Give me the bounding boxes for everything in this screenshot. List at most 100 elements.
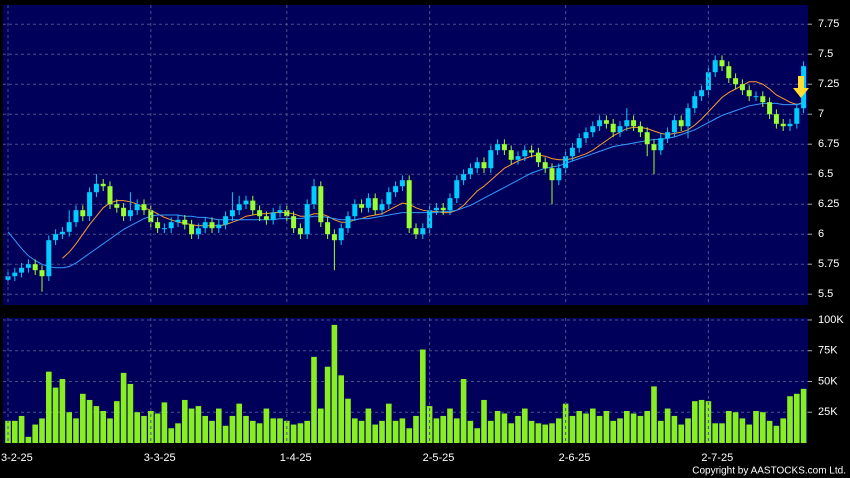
- candle-body: [12, 272, 18, 277]
- volume-bar: [5, 420, 11, 443]
- volume-bar: [522, 408, 528, 443]
- candle-body: [603, 120, 609, 124]
- candle-body: [556, 168, 562, 181]
- volume-bar: [454, 418, 460, 443]
- candle-body: [202, 222, 208, 229]
- candle-body: [760, 96, 766, 103]
- volume-bar: [732, 412, 739, 443]
- volume-bar: [324, 366, 331, 443]
- candle-body: [284, 210, 290, 217]
- volume-bar: [773, 425, 780, 443]
- candle-body: [393, 186, 399, 193]
- volume-bar: [399, 418, 406, 443]
- candle-body: [311, 186, 317, 205]
- candle-body: [73, 210, 79, 223]
- volume-bar: [18, 415, 25, 443]
- candle-body: [263, 216, 269, 220]
- candle-body: [420, 228, 426, 235]
- volume-bar: [583, 413, 589, 443]
- volume-bar: [277, 418, 283, 443]
- volume-bar: [182, 399, 188, 443]
- volume-bar: [372, 424, 378, 443]
- y-tick-label: 6.5: [818, 168, 833, 180]
- volume-bar: [134, 412, 140, 443]
- candle-body: [406, 180, 412, 229]
- candle-body: [440, 207, 446, 211]
- candle-body: [651, 144, 657, 151]
- volume-bar: [678, 424, 684, 443]
- volume-bar: [800, 388, 807, 443]
- candle-body: [787, 123, 793, 127]
- candle-body: [59, 231, 65, 235]
- volume-bar: [304, 420, 310, 443]
- candle-body: [127, 210, 133, 217]
- volume-bar: [610, 420, 616, 443]
- candle-body: [454, 180, 460, 199]
- volume-bar: [209, 420, 215, 443]
- candle-body: [583, 132, 589, 139]
- candle-body: [549, 168, 555, 181]
- volume-bar: [760, 412, 766, 443]
- volume-bar: [250, 420, 256, 443]
- candle-body: [257, 210, 263, 217]
- y-tick-label: 5.75: [818, 258, 839, 270]
- volume-bar: [726, 411, 732, 443]
- volume-bar: [413, 415, 419, 443]
- volume-bar: [447, 408, 453, 443]
- candle-body: [699, 90, 705, 97]
- volume-bar: [386, 403, 392, 443]
- candle-body: [461, 174, 467, 181]
- candle-body: [195, 228, 201, 235]
- y-tick-label: 100K: [818, 314, 844, 326]
- candle-body: [637, 126, 643, 133]
- volume-bar: [120, 372, 127, 443]
- volume-bar: [664, 408, 671, 443]
- candle-body: [767, 102, 773, 115]
- price-panel: [3, 5, 808, 305]
- candle-body: [631, 120, 637, 127]
- volume-bar: [569, 415, 576, 443]
- candle-body: [134, 204, 140, 211]
- candle-body: [576, 138, 582, 148]
- x-tick-label: 2-7-25: [701, 452, 733, 464]
- volume-bar: [318, 408, 324, 443]
- candle-body: [413, 228, 419, 235]
- volume-bar: [195, 406, 202, 443]
- candle-body: [318, 186, 324, 223]
- y-tick-label: 5.5: [818, 288, 833, 300]
- volume-bar: [426, 406, 433, 443]
- volume-bar: [542, 424, 548, 443]
- volume-bar: [52, 387, 59, 443]
- y-tick-label: 6: [818, 228, 824, 240]
- volume-bar: [25, 436, 32, 443]
- y-tick-label: 6.25: [818, 198, 839, 210]
- volume-bar: [596, 415, 603, 443]
- volume-bar: [474, 428, 480, 443]
- candle-body: [66, 222, 72, 232]
- candle-body: [325, 222, 331, 235]
- candle-body: [712, 60, 718, 73]
- volume-bar: [780, 418, 786, 443]
- candle-body: [624, 120, 630, 127]
- volume-bar: [12, 420, 18, 443]
- candle-body: [746, 90, 752, 97]
- volume-bar: [39, 418, 45, 443]
- volume-bar: [794, 393, 800, 443]
- candle-body: [753, 96, 759, 98]
- candle-body: [671, 120, 677, 133]
- volume-bar: [624, 411, 630, 443]
- candle-body: [39, 270, 45, 277]
- volume-bar: [236, 403, 242, 443]
- volume-bar: [576, 411, 582, 443]
- candle-body: [726, 66, 732, 79]
- volume-bar: [562, 403, 569, 443]
- candle-body: [331, 234, 337, 241]
- x-tick-label: 3-3-25: [144, 452, 176, 464]
- volume-bar: [290, 424, 297, 443]
- volume-bar: [338, 375, 344, 443]
- candle-body: [155, 222, 161, 229]
- volume-bar: [671, 415, 678, 443]
- candle-body: [100, 183, 106, 187]
- candle-body: [597, 120, 603, 127]
